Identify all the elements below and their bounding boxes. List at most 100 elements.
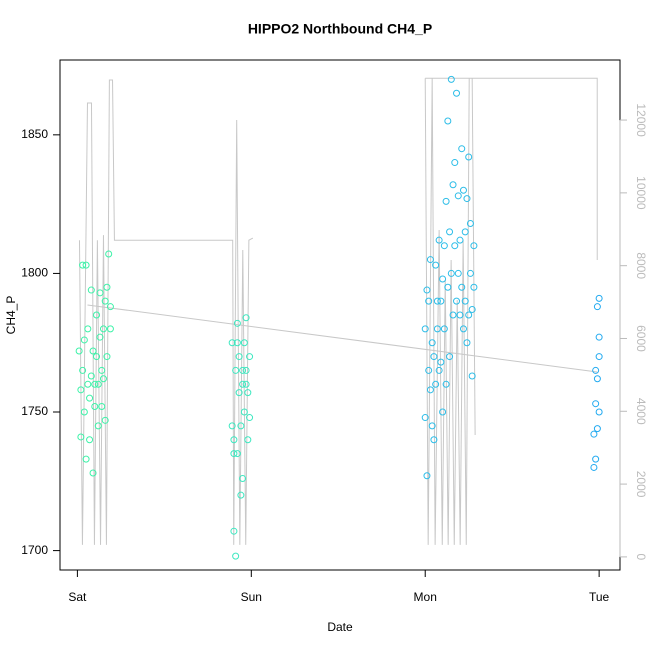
point [428, 422, 436, 430]
point [468, 305, 476, 313]
point [430, 353, 438, 361]
point [433, 325, 441, 333]
point [93, 353, 101, 361]
point [442, 197, 450, 205]
point [454, 269, 462, 277]
point [235, 353, 243, 361]
point [592, 400, 600, 408]
point [232, 366, 240, 374]
point [430, 436, 438, 444]
point [426, 386, 434, 394]
point [595, 294, 603, 302]
point [466, 269, 474, 277]
y2-tick-label: 8000 [634, 252, 648, 279]
point [91, 402, 99, 410]
y2-tick-label: 0 [634, 554, 648, 561]
point [437, 297, 445, 305]
point [233, 450, 241, 458]
point [454, 192, 462, 200]
y-axis-label: CH4_P [4, 296, 18, 335]
point [456, 311, 464, 319]
point [94, 422, 102, 430]
point [465, 153, 473, 161]
point [89, 469, 97, 477]
point [246, 353, 254, 361]
point [590, 463, 598, 471]
point [465, 311, 473, 319]
point [463, 339, 471, 347]
point [86, 394, 94, 402]
point [239, 366, 247, 374]
point [595, 408, 603, 416]
point [453, 89, 461, 97]
point [99, 325, 107, 333]
point [425, 297, 433, 305]
point [468, 372, 476, 380]
point [459, 186, 467, 194]
point [230, 450, 238, 458]
y2-tick-label: 6000 [634, 325, 648, 352]
point [86, 436, 94, 444]
point [82, 261, 90, 269]
point [233, 339, 241, 347]
point [232, 552, 240, 560]
point [84, 380, 92, 388]
point [244, 389, 252, 397]
x-tick-label: Tue [589, 590, 610, 604]
point [244, 436, 252, 444]
point [94, 380, 102, 388]
point [242, 314, 250, 322]
point [103, 283, 111, 291]
point [458, 145, 466, 153]
point [237, 422, 245, 430]
point [230, 527, 238, 535]
point [425, 366, 433, 374]
point [470, 283, 478, 291]
y-tick-label: 1850 [21, 127, 48, 141]
point [442, 380, 450, 388]
point [592, 366, 600, 374]
point [433, 297, 441, 305]
point [239, 380, 247, 388]
point [80, 336, 88, 344]
x-tick-label: Sat [68, 590, 87, 604]
point [228, 339, 236, 347]
point [106, 325, 114, 333]
point [96, 333, 104, 341]
point [458, 283, 466, 291]
point [82, 455, 90, 463]
point [444, 117, 452, 125]
altitude-line [78, 77, 598, 545]
point [449, 181, 457, 189]
point [437, 358, 445, 366]
point [235, 389, 243, 397]
point [461, 297, 469, 305]
point [237, 491, 245, 499]
y-tick-label: 1700 [21, 543, 48, 557]
point [435, 366, 443, 374]
point [451, 242, 459, 250]
point [101, 416, 109, 424]
point [75, 347, 83, 355]
point [77, 386, 85, 394]
point [595, 353, 603, 361]
point [93, 311, 101, 319]
point [79, 366, 87, 374]
point [593, 375, 601, 383]
x-tick-label: Sun [241, 590, 262, 604]
point [246, 414, 254, 422]
point [239, 475, 247, 483]
point [456, 236, 464, 244]
point [228, 422, 236, 430]
point [440, 325, 448, 333]
point [428, 339, 436, 347]
point [103, 353, 111, 361]
y2-tick-label: 10000 [634, 176, 648, 210]
point [593, 425, 601, 433]
plot-frame [59, 59, 621, 571]
point [421, 325, 429, 333]
y2-tick-label: 2000 [634, 471, 648, 498]
point [446, 228, 454, 236]
point [451, 159, 459, 167]
point [447, 269, 455, 277]
